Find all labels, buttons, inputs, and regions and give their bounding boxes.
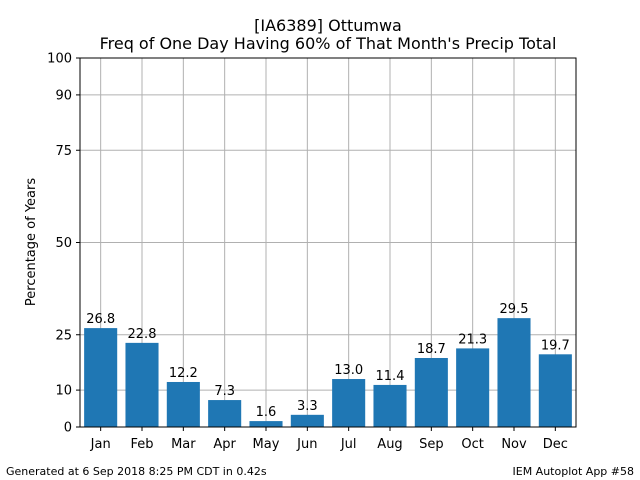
- bar-dec: [538, 354, 572, 427]
- x-tick-label-apr: Apr: [213, 437, 236, 452]
- bar-mar: [166, 381, 200, 427]
- y-axis-label: Percentage of Years: [24, 178, 39, 306]
- app-name: IEM Autoplot App #58: [512, 465, 635, 478]
- bars: [84, 318, 572, 427]
- bar-nov: [497, 318, 531, 427]
- data-label-jun: 3.3: [297, 399, 318, 414]
- data-label-jul: 13.0: [334, 363, 363, 378]
- y-tick-label: 50: [55, 236, 72, 251]
- bar-jun: [290, 414, 324, 427]
- x-tick-label-dec: Dec: [543, 437, 568, 452]
- data-label-aug: 11.4: [376, 369, 405, 384]
- data-label-dec: 19.7: [541, 338, 570, 353]
- x-axis-ticks: Jan Feb Mar Apr May Jun Jul Aug Sep Oct Nov Dec: [90, 427, 568, 452]
- data-label-jan: 26.8: [86, 312, 115, 327]
- y-tick-label: 0: [64, 421, 72, 436]
- data-labels: 26.8 22.8 12.2 7.3 1.6 3.3 13.0 11.4 18.7 21.3 29.…: [86, 302, 570, 420]
- bar-apr: [208, 400, 242, 427]
- data-label-feb: 22.8: [128, 327, 157, 342]
- data-label-sep: 18.7: [417, 342, 446, 357]
- data-label-may: 1.6: [256, 405, 277, 420]
- y-tick-label: 90: [55, 88, 72, 103]
- chart-title: [IA6389] Ottumwa: [254, 16, 402, 35]
- x-tick-label-feb: Feb: [130, 437, 153, 452]
- bar-oct: [456, 348, 490, 427]
- bar-may: [249, 421, 283, 427]
- y-axis-ticks: 0 10 25 50 75 90 100: [47, 52, 80, 436]
- generated-timestamp: Generated at 6 Sep 2018 8:25 PM CDT in 0…: [6, 465, 267, 478]
- x-tick-label-oct: Oct: [461, 437, 483, 452]
- x-tick-label-jan: Jan: [90, 437, 111, 452]
- x-tick-label-sep: Sep: [419, 437, 444, 452]
- data-label-apr: 7.3: [214, 384, 235, 399]
- x-tick-label-aug: Aug: [377, 437, 402, 452]
- data-label-mar: 12.2: [169, 366, 198, 381]
- x-tick-label-may: May: [253, 437, 280, 452]
- bar-feb: [125, 342, 159, 427]
- y-tick-label: 75: [55, 144, 72, 159]
- x-tick-label-mar: Mar: [171, 437, 196, 452]
- bar-sep: [414, 357, 448, 427]
- x-tick-label-nov: Nov: [501, 437, 527, 452]
- y-tick-label: 100: [47, 52, 72, 67]
- data-label-oct: 21.3: [458, 332, 487, 347]
- bar-jan: [84, 328, 118, 427]
- data-label-nov: 29.5: [500, 302, 529, 317]
- bar-aug: [373, 384, 407, 427]
- grid-lines: [80, 57, 576, 428]
- bar-jul: [332, 379, 366, 427]
- x-tick-label-jun: Jun: [296, 437, 317, 452]
- y-tick-label: 10: [55, 384, 72, 399]
- y-tick-label: 25: [55, 328, 72, 343]
- x-tick-label-jul: Jul: [340, 437, 357, 452]
- chart-subtitle: Freq of One Day Having 60% of That Month…: [100, 34, 557, 53]
